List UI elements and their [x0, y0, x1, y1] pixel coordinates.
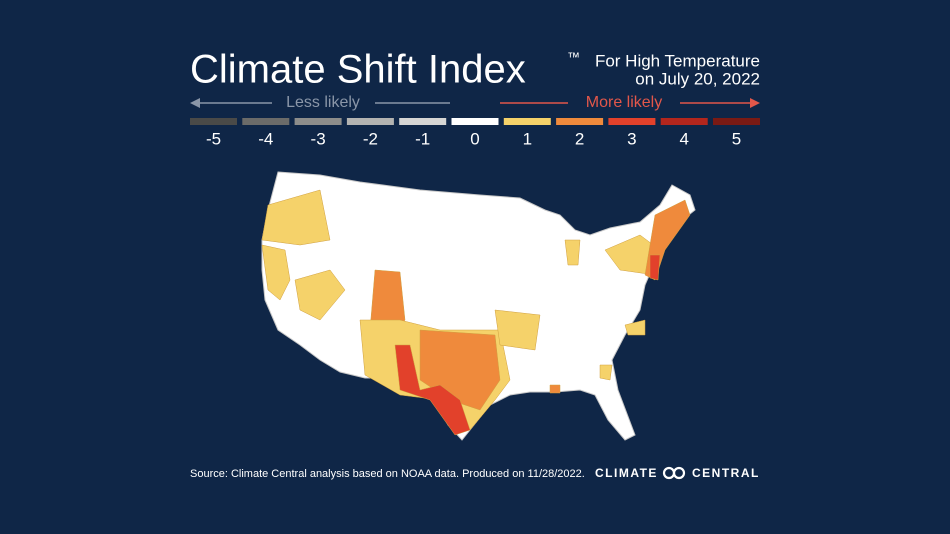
source: Source: Climate Central analysis based o… — [190, 468, 585, 480]
scale-label: 4 — [679, 129, 688, 148]
arrow-head — [750, 98, 760, 108]
subtitle-line: on July 20, 2022 — [635, 69, 760, 88]
scale-label: -2 — [363, 129, 378, 148]
scale-swatch — [608, 118, 656, 125]
scale-swatch — [660, 118, 708, 125]
more-likely-label: More likely — [586, 94, 662, 111]
trademark: ™ — [567, 49, 580, 64]
scale-label: -1 — [415, 129, 430, 148]
less-likely-label: Less likely — [286, 94, 360, 111]
scale-swatch — [190, 118, 237, 125]
logo-icon — [672, 466, 686, 480]
logo-text: CENTRAL — [692, 466, 760, 480]
scale-label: 5 — [732, 129, 741, 148]
scale-swatch — [451, 118, 499, 125]
scale-label: -4 — [258, 129, 273, 148]
region — [261, 244, 291, 301]
color-scale: -5 -4 -3 -2 -1 0 1 2 3 4 5 — [190, 118, 760, 148]
arrow-head — [190, 98, 200, 108]
scale-swatch — [503, 118, 551, 125]
scale-label: -3 — [311, 129, 326, 148]
logo-text: CLIMATE — [595, 466, 658, 480]
region — [261, 189, 331, 246]
region — [649, 254, 661, 281]
region — [394, 344, 471, 436]
region — [624, 319, 646, 336]
map-regions — [261, 189, 691, 436]
scale-swatch — [346, 118, 394, 125]
scale-swatch — [294, 118, 342, 125]
region — [494, 309, 541, 351]
region — [599, 364, 613, 381]
region — [549, 384, 561, 394]
scale-swatch — [399, 118, 447, 125]
region — [294, 269, 346, 321]
scale-label: 2 — [575, 129, 584, 148]
scale-label: 3 — [627, 129, 636, 148]
scale-swatch — [242, 118, 290, 125]
scale-swatch — [713, 118, 760, 125]
region — [564, 239, 581, 266]
scale-swatch — [556, 118, 604, 125]
scale-label: 0 — [470, 129, 479, 148]
title: Climate Shift Index — [190, 48, 526, 92]
subtitle-line: For High Temperature — [595, 51, 760, 70]
scale-label: 1 — [523, 129, 532, 148]
scale-label: -5 — [206, 129, 221, 148]
